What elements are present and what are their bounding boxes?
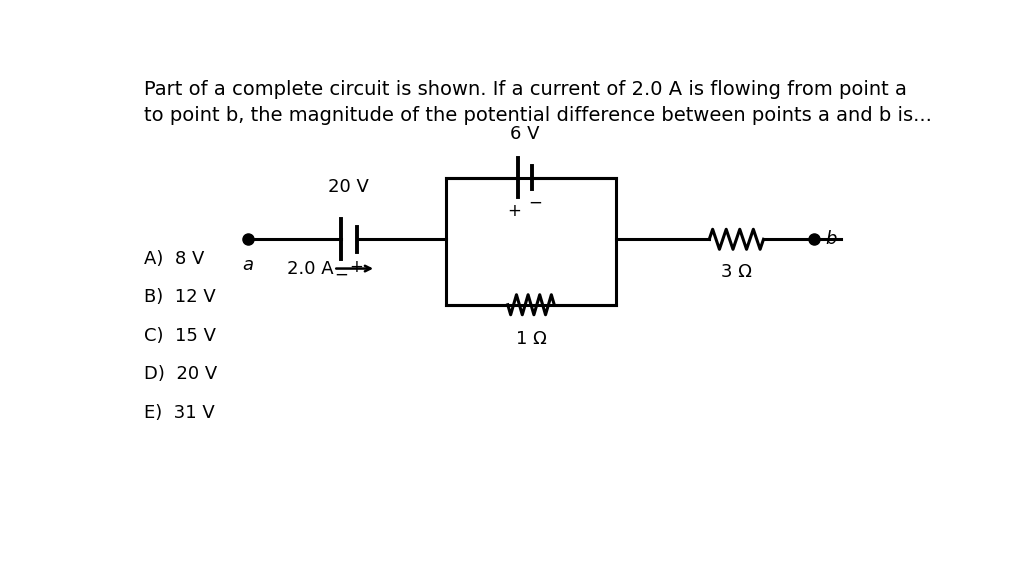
Text: 6 V: 6 V	[510, 125, 540, 143]
Text: to point b, the magnitude of the potential difference between points a and b is.: to point b, the magnitude of the potenti…	[143, 106, 932, 125]
Text: D)  20 V: D) 20 V	[143, 365, 217, 383]
Text: C)  15 V: C) 15 V	[143, 327, 215, 344]
Text: +: +	[349, 258, 364, 276]
Text: 3 Ω: 3 Ω	[721, 263, 752, 281]
Text: −: −	[528, 194, 543, 212]
Bar	[445, 177, 616, 305]
Text: 20 V: 20 V	[329, 178, 370, 196]
Text: −: −	[334, 266, 348, 283]
Text: B)  12 V: B) 12 V	[143, 288, 215, 306]
Text: A)  8 V: A) 8 V	[143, 249, 204, 267]
Text: 1 Ω: 1 Ω	[516, 330, 547, 348]
Text: a: a	[243, 256, 254, 274]
Text: 2.0 A: 2.0 A	[287, 260, 334, 278]
Text: +: +	[507, 202, 521, 219]
Text: b: b	[825, 230, 837, 248]
Text: E)  31 V: E) 31 V	[143, 404, 214, 422]
Text: Part of a complete circuit is shown. If a current of 2.0 A is flowing from point: Part of a complete circuit is shown. If …	[143, 80, 906, 99]
